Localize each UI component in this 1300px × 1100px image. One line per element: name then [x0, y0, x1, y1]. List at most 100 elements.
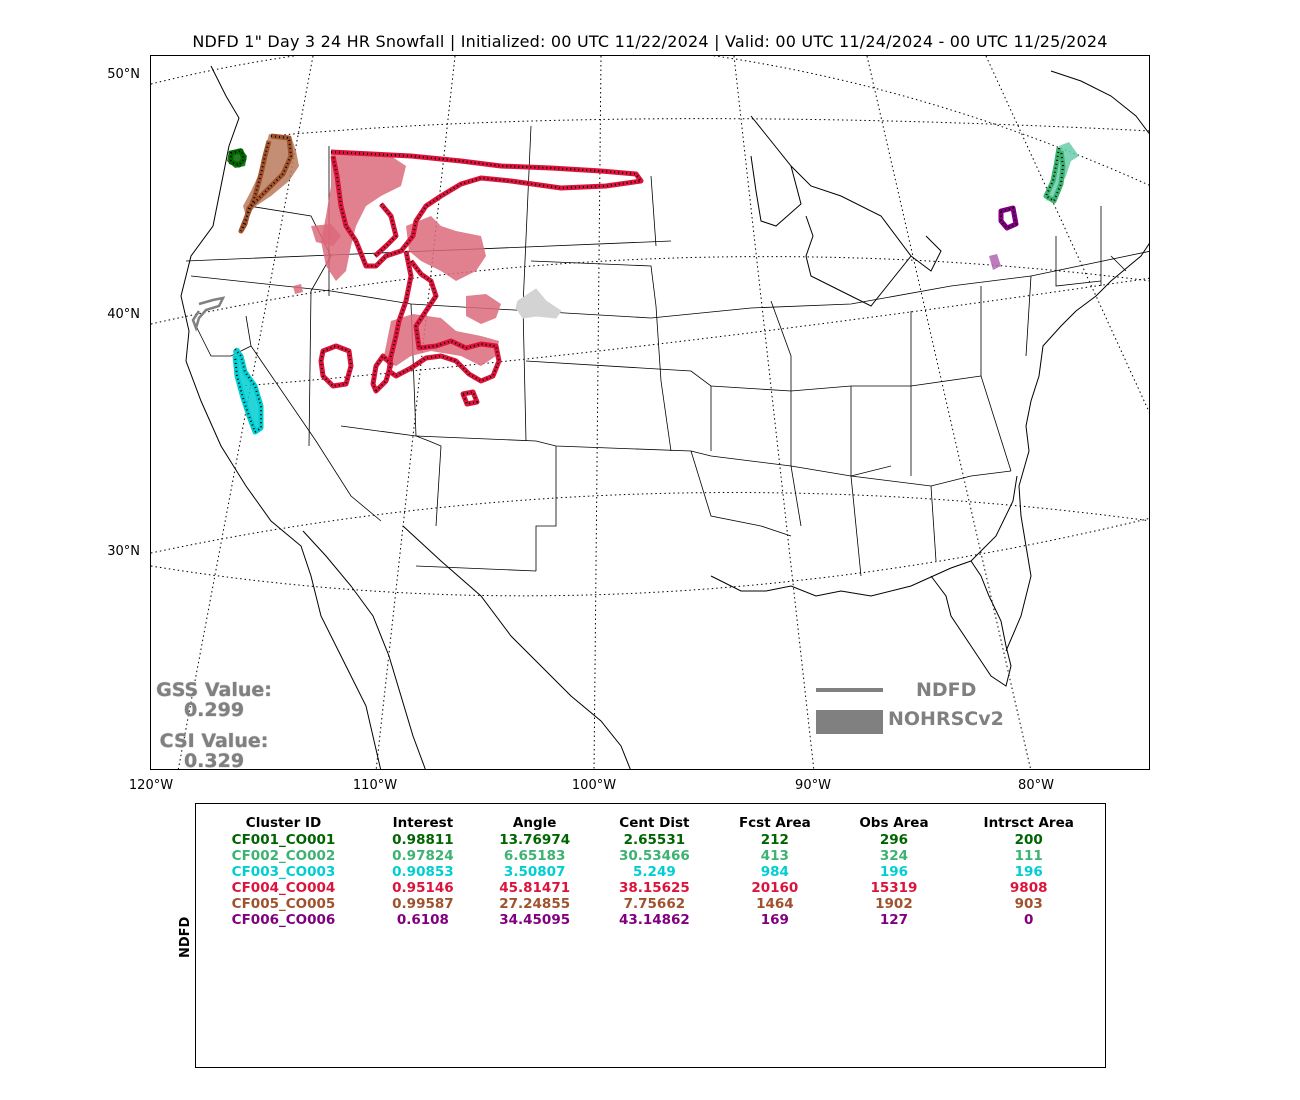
- col-header-angle: Angle: [512, 815, 557, 831]
- fcst-outline: [373, 202, 399, 258]
- table-cell: 413: [760, 848, 789, 864]
- fcst-outline: [318, 343, 354, 389]
- obs-area: [383, 314, 499, 366]
- map-title: NDFD 1" Day 3 24 HR Snowfall | Initializ…: [192, 32, 1108, 51]
- table-cell: 212: [760, 832, 789, 848]
- table-cell: 9808: [1009, 880, 1048, 896]
- lon-label-90w: 90°W: [795, 778, 831, 793]
- fcst-outline-dots: [387, 250, 501, 383]
- table-row: CF001_CO001 0.98811 13.76974 2.65531 212 296 2…: [196, 832, 1105, 848]
- table-cell: 43.14862: [618, 912, 690, 928]
- cluster-cf005_co005: [238, 133, 299, 234]
- snowfall-clusters: [227, 133, 1079, 435]
- table-cell: 984: [760, 864, 789, 880]
- cluster-cf002_co002: [1043, 142, 1079, 204]
- table-row: CF006_CO006 0.6108 34.45095 43.14862 169 127 0: [196, 912, 1105, 928]
- cluster-cf003_co003: [232, 347, 264, 435]
- lon-label-100w: 100°W: [571, 778, 617, 793]
- col-header-cluster-id: Cluster ID: [245, 815, 322, 831]
- obs-area: [311, 224, 341, 246]
- table-cell: CF003_CO003: [231, 864, 336, 880]
- fcst-outline-dots: [374, 203, 398, 257]
- table-cell: CF006_CO006: [231, 912, 336, 928]
- obs-area: [466, 294, 501, 324]
- fcst-outline-dots: [1044, 147, 1065, 203]
- table-cell: CF004_CO004: [231, 880, 336, 896]
- table-cell: 6.65183: [503, 848, 566, 864]
- legend-label-nohrsc: NOHRSCv2: [888, 708, 1004, 730]
- csi-label: CSI Value:: [159, 730, 269, 752]
- unmatched-fcst-outline: [191, 296, 226, 332]
- state-boundaries: [185, 125, 1149, 577]
- table-cell: 7.75662: [623, 896, 686, 912]
- table-cell: 196: [1014, 864, 1043, 880]
- gss-label: GSS Value:: [156, 679, 272, 701]
- table-cell: 0.6108: [396, 912, 449, 928]
- table-cell: CF001_CO001: [231, 832, 336, 848]
- col-header-obs-area: Obs Area: [859, 815, 929, 831]
- map-canvas: [151, 56, 1149, 769]
- table-cell: 0: [1024, 912, 1034, 928]
- legend-swatch-nohrsc: [816, 710, 883, 734]
- table-cell: 111: [1014, 848, 1043, 864]
- table-cell: 196: [879, 864, 909, 880]
- table-cell: 324: [879, 848, 909, 864]
- table-header-row: Cluster ID Interest Angle Cent Dist Fcst…: [196, 815, 1105, 832]
- lat-label-30: 30°N: [107, 544, 140, 559]
- table-cell: 2.65531: [623, 832, 686, 848]
- table-cell: 903: [1014, 896, 1043, 912]
- coastline: [180, 65, 1149, 769]
- table-body: CF001_CO001 0.98811 13.76974 2.65531 212 296 2…: [196, 832, 1105, 928]
- table-cell: 45.81471: [499, 880, 571, 896]
- lat-label-40: 40°N: [107, 307, 140, 322]
- fcst-outline: [370, 353, 394, 394]
- table-cell: 0.90853: [392, 864, 454, 880]
- table-cell: 20160: [751, 880, 799, 896]
- table-cell: 34.45095: [499, 912, 571, 928]
- table-cell: 0.98811: [392, 832, 454, 848]
- lat-label-50: 50°N: [107, 67, 140, 82]
- col-header-intrsct-area: Intrsct Area: [983, 815, 1074, 831]
- table-cell: 127: [879, 912, 909, 928]
- obs-area: [321, 151, 406, 281]
- table-cell: 38.15625: [618, 880, 690, 896]
- legend-label-ndfd: NDFD: [916, 679, 977, 701]
- table-cell: 5.249: [633, 864, 676, 880]
- fcst-outline-dots: [240, 135, 293, 232]
- col-header-cent-dist: Cent Dist: [619, 815, 690, 831]
- table-cell: 27.24855: [499, 896, 571, 912]
- table-cell: 3.50807: [503, 864, 566, 880]
- table-row: CF002_CO002 0.97824 6.65183 30.53466 413 324 1…: [196, 848, 1105, 864]
- cluster-cf001_co001: [227, 148, 247, 168]
- table-cell: 0.97824: [392, 848, 454, 864]
- table-row: CF003_CO003 0.90853 3.50807 5.249 984 196 196: [196, 864, 1105, 880]
- obs-area: [989, 254, 1001, 270]
- col-header-fcst-area: Fcst Area: [738, 815, 811, 831]
- lon-label-120w: 120°W: [128, 778, 174, 793]
- map-panel: [150, 55, 1150, 770]
- table-cell: 1902: [875, 896, 913, 912]
- cluster-stats-panel: Cluster ID Interest Angle Cent Dist Fcst…: [195, 803, 1106, 1068]
- fcst-outline: [998, 205, 1019, 231]
- table-cell: 200: [1014, 832, 1043, 848]
- cluster-cf004_co004: [293, 149, 644, 407]
- lon-label-80w: 80°W: [1018, 778, 1054, 793]
- fcst-outline-dots: [461, 390, 479, 406]
- fcst-outline-dots: [230, 149, 246, 167]
- col-header-interest: Interest: [392, 815, 454, 831]
- fcst-outline-dots: [330, 151, 643, 267]
- fcst-outline-dots: [234, 348, 262, 434]
- lon-label-110w: 110°W: [352, 778, 398, 793]
- unmatched-obs-area: [515, 288, 562, 319]
- table-cell: CF002_CO002: [231, 848, 336, 864]
- table-cell: 30.53466: [618, 848, 690, 864]
- table-side-label: NDFD: [178, 916, 193, 958]
- csi-value: 0.329: [183, 750, 245, 772]
- obs-area: [406, 216, 486, 281]
- table-cell: CF005_CO005: [231, 896, 336, 912]
- table-cell: 296: [879, 832, 909, 848]
- cluster-cf006_co006: [989, 205, 1019, 270]
- table-cell: 0.95146: [392, 880, 454, 896]
- obs-area: [233, 348, 263, 434]
- table-cell: 15319: [870, 880, 918, 896]
